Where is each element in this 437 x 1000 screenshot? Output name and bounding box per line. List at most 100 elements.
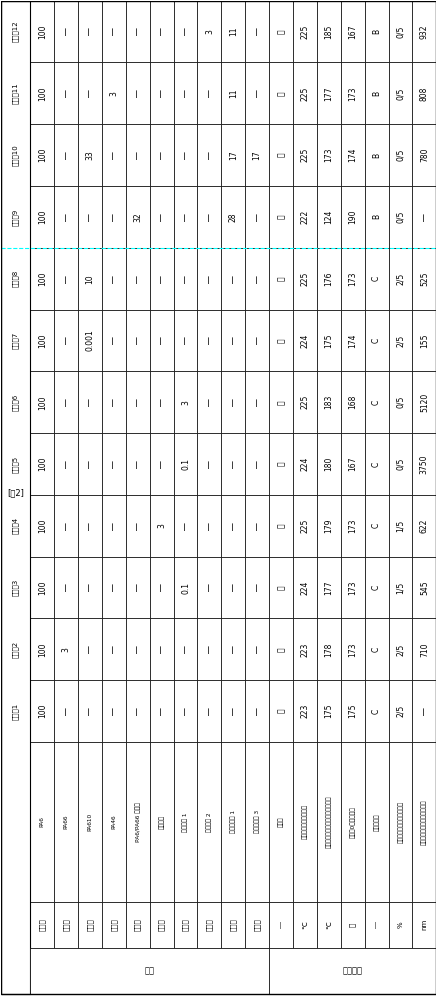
Bar	[222, 62, 245, 124]
Bar	[30, 495, 54, 557]
Text: ―: ―	[86, 213, 94, 221]
Text: 不变形0的上升时间: 不变形0的上升时间	[350, 806, 356, 838]
Text: 比较例2: 比较例2	[12, 641, 19, 658]
Text: 3750: 3750	[420, 454, 429, 474]
Text: ―: ―	[133, 398, 142, 406]
Text: PA6/PA66 共聚物: PA6/PA66 共聚物	[135, 802, 141, 842]
Bar	[245, 310, 269, 371]
Text: ―: ―	[157, 28, 166, 35]
Text: B: B	[372, 29, 381, 34]
Bar	[269, 680, 293, 742]
Text: 重量份: 重量份	[39, 918, 45, 931]
Bar	[341, 248, 364, 310]
Text: 173: 173	[348, 86, 357, 101]
Text: ―: ―	[181, 707, 190, 715]
Bar	[78, 62, 102, 124]
Bar	[341, 495, 364, 557]
Text: ―: ―	[229, 522, 238, 530]
Bar	[198, 371, 222, 433]
Bar	[126, 557, 150, 618]
Text: ―: ―	[133, 90, 142, 97]
Bar	[173, 248, 198, 310]
Text: PA66: PA66	[64, 815, 69, 829]
Bar	[269, 371, 293, 433]
Bar	[317, 680, 341, 742]
Text: C: C	[372, 338, 381, 343]
Bar	[198, 433, 222, 495]
Bar	[102, 618, 126, 680]
Text: 无机抗刑 1: 无机抗刑 1	[183, 812, 188, 832]
Text: C: C	[372, 523, 381, 528]
Bar	[245, 62, 269, 124]
Bar	[78, 186, 102, 248]
Text: ―: ―	[109, 646, 118, 653]
Bar	[341, 1, 364, 62]
Bar	[413, 680, 436, 742]
Bar	[222, 310, 245, 371]
Bar	[54, 902, 78, 948]
Bar	[245, 186, 269, 248]
Text: 重量份: 重量份	[206, 918, 213, 931]
Text: C: C	[372, 276, 381, 281]
Text: 0/5: 0/5	[396, 458, 405, 470]
Text: 155: 155	[420, 333, 429, 348]
Text: 冲击展材料 3: 冲击展材料 3	[254, 810, 260, 833]
Text: ―: ―	[109, 522, 118, 530]
Text: 0/5: 0/5	[396, 149, 405, 161]
Text: ―: ―	[133, 460, 142, 468]
Bar	[317, 186, 341, 248]
Bar	[293, 742, 317, 902]
Text: ―: ―	[109, 398, 118, 406]
Text: 3: 3	[205, 29, 214, 34]
Text: B: B	[372, 153, 381, 158]
Text: 190: 190	[348, 210, 357, 224]
Text: 耐热循环性: 耐热循环性	[374, 813, 379, 831]
Bar	[364, 248, 388, 310]
Bar	[293, 62, 317, 124]
Bar	[413, 310, 436, 371]
Text: C: C	[372, 709, 381, 714]
Bar	[388, 680, 413, 742]
Bar	[1, 248, 30, 310]
Text: 100: 100	[38, 271, 47, 286]
Bar	[30, 557, 54, 618]
Bar	[388, 124, 413, 186]
Text: ―: ―	[62, 337, 71, 344]
Bar	[198, 248, 222, 310]
Bar	[102, 742, 126, 902]
Text: ―: ―	[157, 151, 166, 159]
Text: 秒: 秒	[350, 923, 356, 927]
Text: ―: ―	[86, 646, 94, 653]
Bar	[198, 742, 222, 902]
Text: 0.001: 0.001	[86, 330, 94, 351]
Bar	[341, 186, 364, 248]
Text: 175: 175	[348, 704, 357, 718]
Text: 2/5: 2/5	[396, 705, 405, 717]
Bar	[126, 1, 150, 62]
Bar	[173, 62, 198, 124]
Bar	[126, 618, 150, 680]
Bar	[317, 248, 341, 310]
Bar	[388, 62, 413, 124]
Bar	[1, 495, 30, 557]
Bar	[364, 1, 388, 62]
Bar	[30, 186, 54, 248]
Bar	[173, 433, 198, 495]
Text: ―: ―	[374, 921, 380, 928]
Bar	[293, 248, 317, 310]
Bar	[102, 186, 126, 248]
Text: 175: 175	[324, 333, 333, 348]
Bar	[30, 310, 54, 371]
Bar	[150, 371, 173, 433]
Bar	[78, 248, 102, 310]
Bar	[54, 618, 78, 680]
Text: 100: 100	[38, 519, 47, 533]
Bar	[317, 742, 341, 902]
Text: 176: 176	[324, 271, 333, 286]
Text: 932: 932	[420, 24, 429, 39]
Bar	[269, 902, 293, 948]
Text: 0.1: 0.1	[181, 458, 190, 470]
Bar	[341, 618, 364, 680]
Bar	[364, 495, 388, 557]
Text: 3: 3	[62, 647, 71, 652]
